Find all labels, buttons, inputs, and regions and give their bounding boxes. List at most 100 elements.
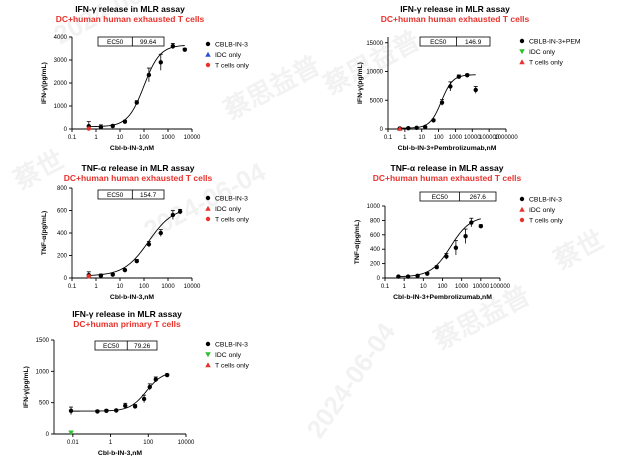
legend-marker-0 bbox=[519, 196, 525, 202]
y-tick-label: 200 bbox=[370, 262, 381, 268]
legend-marker-2 bbox=[519, 217, 525, 223]
data-point-series-0 bbox=[123, 403, 128, 408]
legend-label-2: T cells only bbox=[215, 216, 249, 223]
data-point-series-0 bbox=[122, 119, 128, 124]
legend-marker-1 bbox=[205, 205, 211, 211]
legend-label-0: CBLB-IN-3+PEM bbox=[529, 38, 581, 45]
data-point-series-0 bbox=[114, 408, 119, 413]
x-axis-label: Cbl-b-IN-3,nM bbox=[110, 294, 155, 301]
data-point-series-0 bbox=[98, 124, 104, 130]
data-point-series-0 bbox=[414, 125, 419, 131]
chart-subtitle: DC+human human exhausted T cells bbox=[381, 14, 530, 24]
x-axis-label: Cbl-b-IN-3,nM bbox=[110, 145, 155, 152]
y-tick-label: 600 bbox=[370, 233, 381, 239]
x-tick-label: 0.1 bbox=[381, 284, 390, 290]
x-tick-label: 10000 bbox=[472, 284, 489, 290]
legend-label-2: T cells only bbox=[529, 59, 563, 66]
data-point-series-2 bbox=[397, 125, 403, 131]
x-tick-label: 1000000 bbox=[494, 135, 518, 141]
data-point-series-0 bbox=[134, 100, 139, 105]
y-tick-label: 0 bbox=[46, 432, 50, 438]
data-point-series-0 bbox=[182, 47, 187, 52]
x-tick-label: 1000 bbox=[455, 284, 469, 290]
x-tick-label: 10 bbox=[117, 284, 124, 290]
data-point-series-0 bbox=[469, 220, 474, 225]
chart-subtitle: DC+human human exhausted T cells bbox=[373, 173, 522, 183]
y-axis-label: TNF-α(pg/mL) bbox=[41, 211, 48, 256]
data-point-series-0 bbox=[431, 118, 436, 123]
ec50-label: EC50 bbox=[103, 343, 120, 350]
chart-subtitle: DC+human primary T cells bbox=[73, 319, 181, 329]
y-tick-label: 0 bbox=[377, 276, 381, 282]
y-tick-label: 10000 bbox=[366, 70, 383, 76]
legend-label-0: CBLB-IN-3 bbox=[215, 41, 248, 48]
ec50-value: 154.7 bbox=[140, 192, 157, 199]
x-tick-label: 1 bbox=[403, 135, 407, 141]
y-tick-label: 1500 bbox=[36, 338, 50, 344]
y-tick-label: 15000 bbox=[366, 41, 383, 47]
ec50-box bbox=[419, 36, 491, 47]
legend-label-0: CBLB-IN-3 bbox=[215, 195, 248, 202]
data-point-series-0 bbox=[132, 404, 138, 409]
ec50-label: EC50 bbox=[107, 192, 124, 199]
x-tick-label: 100000 bbox=[490, 284, 511, 290]
data-point-series-0 bbox=[405, 274, 411, 279]
legend-marker-2 bbox=[205, 216, 211, 222]
data-point-series-0 bbox=[158, 230, 163, 236]
axes bbox=[69, 187, 193, 281]
x-tick-label: 0.1 bbox=[68, 284, 77, 290]
legend-label-1: IDC only bbox=[215, 352, 242, 359]
x-tick-label: 0.1 bbox=[384, 135, 393, 141]
y-tick-label: 0 bbox=[380, 127, 384, 133]
legend-marker-1 bbox=[519, 49, 525, 55]
ec50-label: EC50 bbox=[107, 39, 124, 46]
ec50-value: 146.9 bbox=[465, 39, 482, 46]
y-tick-label: 600 bbox=[57, 209, 68, 215]
legend-marker-0 bbox=[519, 38, 525, 44]
x-axis-label: Cbl-b-IN-3+Pembrolizumab,nM bbox=[398, 145, 497, 152]
data-point-series-0 bbox=[147, 384, 152, 390]
data-point-series-0 bbox=[164, 372, 170, 378]
data-point-series-0 bbox=[177, 209, 183, 214]
watermark-1: 蔡思益普 bbox=[319, 25, 425, 100]
x-tick-label: 10 bbox=[418, 135, 425, 141]
y-tick-label: 1000 bbox=[54, 104, 68, 110]
chart-title: IFN-γ release in MLR assay bbox=[75, 4, 185, 14]
x-tick-label: 10 bbox=[420, 284, 427, 290]
legend-marker-2 bbox=[519, 59, 525, 65]
y-tick-label: 1000 bbox=[36, 369, 50, 375]
y-tick-label: 800 bbox=[57, 186, 68, 192]
legend-label-2: T cells only bbox=[215, 62, 249, 69]
x-tick-label: 1 bbox=[94, 284, 98, 290]
x-tick-label: 100000 bbox=[479, 135, 500, 141]
data-point-series-0 bbox=[439, 100, 445, 105]
x-tick-label: 100 bbox=[434, 135, 445, 141]
legend-label-2: T cells only bbox=[529, 217, 563, 224]
axes bbox=[382, 205, 501, 281]
ec50-box bbox=[94, 340, 158, 351]
data-point-series-0 bbox=[110, 123, 115, 129]
chart-subtitle: DC+human human exhausted T cells bbox=[64, 173, 213, 183]
y-tick-label: 400 bbox=[370, 247, 381, 253]
chart-title: IFN-γ release in MLR assay bbox=[72, 309, 182, 319]
data-point-series-0 bbox=[146, 72, 152, 78]
ec50-box bbox=[419, 191, 497, 202]
data-point-series-0 bbox=[415, 273, 420, 279]
y-tick-label: 0 bbox=[64, 276, 68, 282]
x-tick-label: 1000 bbox=[449, 135, 463, 141]
data-point-series-0 bbox=[465, 73, 470, 78]
y-axis-label: IFN-γ(pg/mL) bbox=[23, 366, 30, 408]
data-point-series-0 bbox=[134, 258, 139, 264]
data-point-series-0 bbox=[68, 408, 74, 414]
y-tick-label: 200 bbox=[57, 254, 68, 260]
legend-marker-0 bbox=[205, 41, 211, 47]
data-point-series-0 bbox=[453, 245, 459, 250]
fit-curve bbox=[88, 211, 181, 276]
x-tick-label: 100 bbox=[139, 284, 150, 290]
chart-title: TNF-α release in MLR assay bbox=[391, 163, 504, 173]
ec50-value: 79.26 bbox=[134, 343, 151, 350]
y-tick-label: 0 bbox=[64, 127, 68, 133]
data-point-series-0 bbox=[158, 60, 163, 65]
